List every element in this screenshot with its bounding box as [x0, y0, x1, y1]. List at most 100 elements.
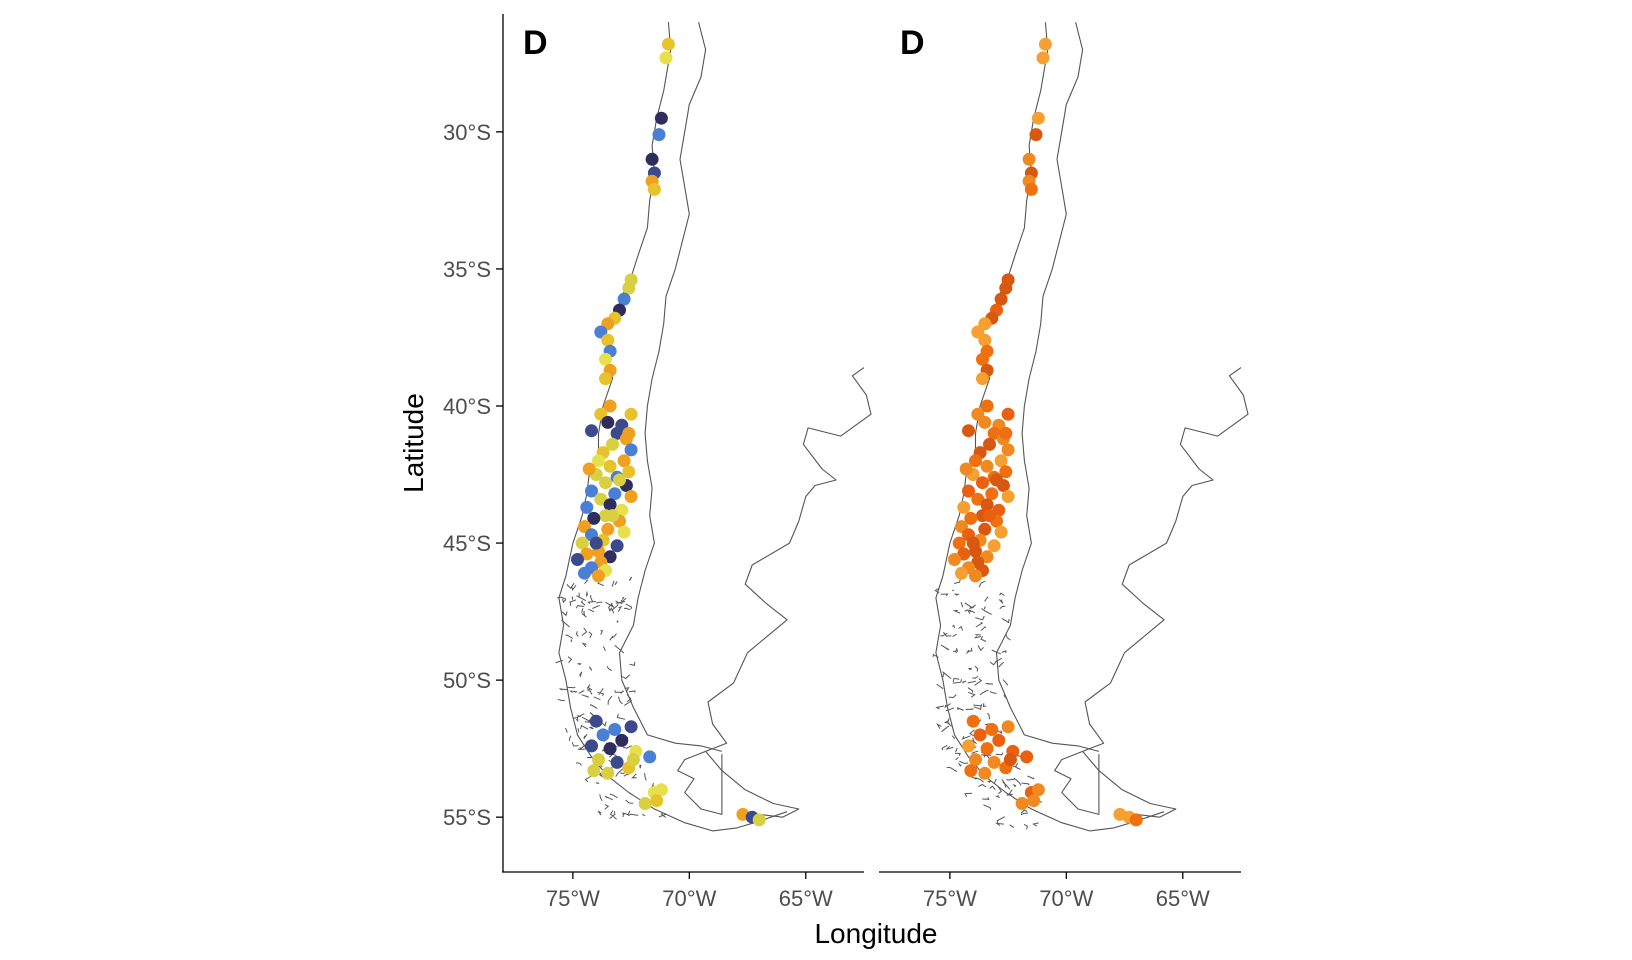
- occurrence-point: [1027, 794, 1041, 808]
- occurrence-point: [980, 399, 994, 413]
- occurrence-point: [626, 753, 640, 767]
- x-tick-label: 70°W: [662, 886, 716, 911]
- occurrence-point: [585, 424, 598, 438]
- occurrence-point: [1003, 753, 1017, 767]
- occurrence-point: [962, 739, 975, 753]
- occurrence-point: [976, 352, 989, 366]
- occurrence-point: [603, 498, 617, 512]
- occurrence-point: [1022, 152, 1036, 166]
- border-andes: [618, 22, 723, 752]
- occurrence-point: [589, 536, 603, 550]
- occurrence-point: [959, 462, 973, 476]
- occurrence-point: [661, 37, 675, 51]
- occurrence-point: [992, 733, 1006, 747]
- occurrence-point: [962, 424, 975, 438]
- occurrence-point: [948, 553, 961, 566]
- coastline-atlantic: [1082, 367, 1249, 818]
- occurrence-point: [1029, 128, 1043, 142]
- occurrence-point: [606, 509, 619, 523]
- occurrence-point: [585, 484, 598, 498]
- occurrence-point: [617, 454, 631, 468]
- occurrence-point: [983, 437, 996, 451]
- occurrence-point: [978, 415, 992, 429]
- occurrence-point: [1129, 813, 1143, 827]
- occurrence-point: [955, 566, 968, 580]
- occurrence-point: [999, 426, 1013, 440]
- occurrence-point: [571, 553, 584, 566]
- occurrence-point: [1001, 720, 1015, 734]
- occurrence-point: [589, 714, 603, 728]
- x-tick-label: 65°W: [779, 886, 833, 911]
- occurrence-point: [645, 152, 659, 166]
- occurrence-point: [1031, 111, 1045, 125]
- occurrence-point: [752, 813, 766, 827]
- occurrence-point: [980, 459, 994, 473]
- occurrence-point: [578, 566, 591, 580]
- y-tick-label: 45°S: [443, 531, 491, 556]
- y-tick-label: 55°S: [443, 805, 491, 830]
- occurrence-point: [610, 755, 624, 769]
- occurrence-point: [652, 128, 666, 142]
- occurrence-point: [969, 753, 982, 767]
- x-tick-label: 75°W: [546, 886, 600, 911]
- occurrence-point: [952, 536, 966, 550]
- occurrence-point: [987, 755, 1001, 769]
- y-axis-title: Latitude: [398, 393, 429, 493]
- occurrence-point: [969, 454, 982, 468]
- occurrence-point: [1001, 490, 1015, 503]
- occurrence-point: [610, 539, 624, 553]
- occurrence-point: [1031, 783, 1045, 797]
- occurrence-point: [964, 511, 978, 525]
- border-andes: [995, 22, 1100, 752]
- occurrence-point: [624, 490, 638, 503]
- occurrence-point: [617, 525, 631, 539]
- occurrence-point: [654, 111, 668, 125]
- coastline-atlantic: [705, 367, 872, 818]
- occurrence-point: [978, 766, 992, 780]
- occurrence-point: [622, 426, 636, 440]
- occurrence-point: [580, 500, 594, 514]
- x-tick-label: 75°W: [923, 886, 977, 911]
- occurrence-point: [624, 407, 638, 421]
- occurrence-point: [1001, 407, 1015, 421]
- archipelago-fragments: [555, 570, 667, 820]
- axes: 75°W 70°W 65°W 75°W 70°W 65°W 30°S 35°S 40°S 45°S…: [398, 14, 1241, 949]
- occurrence-point: [601, 766, 615, 780]
- x-tick-label: 70°W: [1039, 886, 1093, 911]
- occurrence-point: [976, 372, 989, 386]
- occurrence-point: [643, 750, 657, 764]
- occurrence-point: [976, 476, 989, 490]
- occurrence-point: [582, 462, 596, 476]
- occurrence-point: [990, 473, 1003, 487]
- map-panel-left: D: [523, 22, 872, 832]
- occurrence-point: [1024, 182, 1038, 196]
- occurrence-point: [654, 783, 668, 797]
- occurrence-point: [624, 443, 638, 457]
- occurrence-point: [978, 522, 992, 536]
- occurrence-point: [994, 454, 1008, 468]
- occurrence-point: [608, 723, 622, 736]
- y-tick-label: 50°S: [443, 668, 491, 693]
- occurrence-point: [985, 487, 999, 501]
- occurrence-point: [601, 522, 615, 536]
- y-tick-label: 35°S: [443, 257, 491, 282]
- occurrence-point: [985, 723, 999, 736]
- occurrence-point: [1020, 750, 1034, 764]
- occurrence-point: [599, 372, 612, 386]
- occurrence-point: [1036, 51, 1050, 65]
- x-tick-label: 65°W: [1156, 886, 1210, 911]
- occurrence-point: [603, 459, 617, 473]
- panel-label: D: [900, 24, 925, 62]
- occurrence-point: [608, 487, 622, 501]
- occurrence-point: [592, 454, 605, 468]
- x-axis-title: Longitude: [814, 918, 937, 949]
- panel-label: D: [523, 24, 548, 62]
- occurrence-point: [957, 500, 971, 514]
- occurrence-point: [603, 742, 617, 756]
- map-panel-right: D: [900, 22, 1249, 832]
- occurrence-point: [592, 753, 605, 767]
- occurrence-point: [978, 333, 992, 347]
- archipelago-fragments: [932, 579, 1043, 830]
- occurrence-point: [622, 465, 636, 479]
